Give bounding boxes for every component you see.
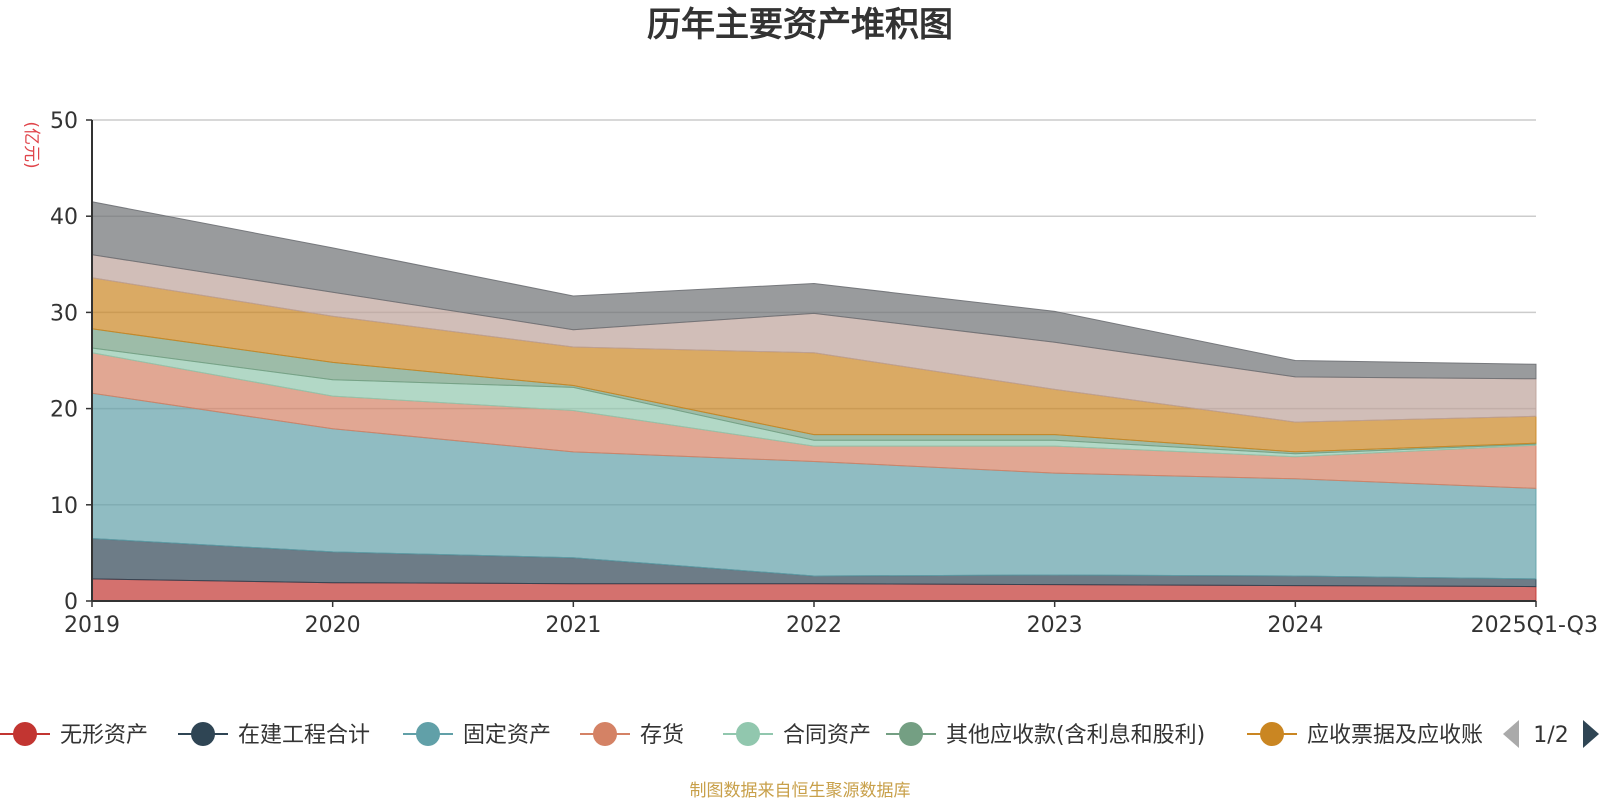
x-tick-label: 2019 [64,613,120,638]
y-axis-unit-label: (亿元) [21,121,41,168]
legend-marker-icon [416,722,440,746]
legend-label: 存货 [640,723,684,748]
x-tick-label: 2021 [545,613,601,638]
data-source-note: 制图数据来自恒生聚源数据库 [690,781,911,800]
y-tick-label: 10 [50,494,78,519]
legend-label: 固定资产 [463,723,551,748]
legend-item[interactable]: 其他应收款(含利息和股利) [886,722,1205,748]
legend-label: 在建工程合计 [238,723,370,748]
legend-item[interactable]: 固定资产 [403,722,551,748]
legend-label: 合同资产 [783,723,871,748]
y-axis-ticks: 0 10 20 30 40 50 [50,109,92,615]
y-tick-label: 0 [64,590,78,615]
legend-label: 应收票据及应收账 [1307,723,1483,748]
legend-item[interactable]: 应收票据及应收账 [1247,722,1483,748]
legend-item[interactable]: 在建工程合计 [178,722,370,748]
legend-marker-icon [593,722,617,746]
legend-marker-icon [1260,722,1284,746]
legend-pager: 1/2 [1503,720,1599,748]
chart-title: 历年主要资产堆积图 [647,5,953,45]
legend-label: 其他应收款(含利息和股利) [946,723,1205,748]
legend-marker-icon [736,722,760,746]
legend-marker-icon [13,722,37,746]
legend-page-indicator: 1/2 [1533,723,1568,748]
legend-item[interactable]: 存货 [580,722,684,748]
area-series [91,201,1537,602]
legend-item[interactable]: 合同资产 [723,722,871,748]
legend-prev-page-icon[interactable] [1503,720,1519,748]
y-tick-label: 40 [50,205,78,230]
x-axis-ticks: 2019 2020 2021 2022 2023 2024 2025Q1-Q3 [64,601,1598,638]
legend-marker-icon [899,722,923,746]
y-tick-label: 50 [50,109,78,134]
legend-label: 无形资产 [60,723,148,748]
area-series-8 [91,201,1537,380]
legend-item[interactable]: 无形资产 [0,722,148,748]
legend: 无形资产 在建工程合计 固定资产 存货 合同资产 其他应收款(含利息和股利) 应收票据及应收… [0,722,1483,748]
x-tick-label: 2022 [786,613,842,638]
legend-next-page-icon[interactable] [1583,720,1599,748]
y-tick-label: 30 [50,301,78,326]
legend-marker-icon [191,722,215,746]
x-tick-label: 2024 [1267,613,1323,638]
x-tick-label: 2023 [1027,613,1083,638]
y-tick-label: 20 [50,398,78,423]
x-tick-label: 2025Q1-Q3 [1471,613,1598,638]
x-tick-label: 2020 [305,613,361,638]
